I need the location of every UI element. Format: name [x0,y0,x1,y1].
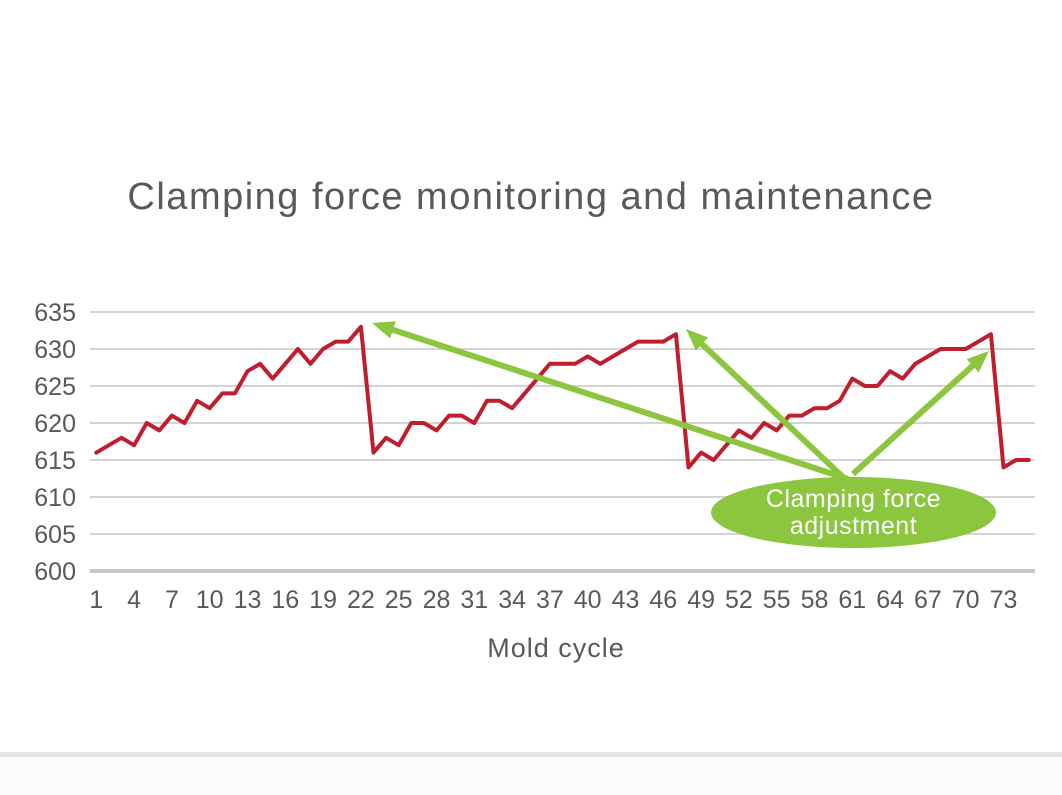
y-tick-label: 620 [34,410,76,438]
x-tick-label: 58 [801,586,829,614]
x-tick-label: 22 [347,586,375,614]
y-tick-label: 605 [34,521,76,549]
x-tick-label: 43 [612,586,640,614]
x-tick-label: 1 [89,586,103,614]
annotation-label-line2: adjustment [789,511,918,540]
x-tick-label: 16 [271,586,299,614]
x-tick-label: 34 [498,586,526,614]
adjustment-arrow [388,325,849,482]
x-tick-label: 61 [838,586,866,614]
x-tick-label: 10 [196,586,224,614]
adjustment-arrow [850,360,978,477]
x-tick-label: 37 [536,586,564,614]
footer-area [0,757,1062,795]
x-tick-label: 31 [460,586,488,614]
adjustment-arrowhead [966,351,989,373]
x-tick-label: 4 [127,586,141,614]
x-tick-label: 73 [990,586,1018,614]
y-tick-label: 615 [34,447,76,475]
adjustment-arrow [697,339,846,480]
x-tick-label: 13 [234,586,262,614]
y-tick-label: 610 [34,484,76,512]
x-axis-title: Mold cycle [487,633,625,663]
x-tick-label: 49 [687,586,715,614]
x-tick-label: 28 [423,586,451,614]
x-tick-label: 40 [574,586,602,614]
y-tick-label: 630 [34,336,76,364]
x-tick-label: 7 [165,586,179,614]
y-tick-label: 625 [34,373,76,401]
x-tick-label: 25 [385,586,413,614]
x-tick-label: 67 [914,586,942,614]
y-tick-label: 600 [34,558,76,586]
x-tick-label: 64 [876,586,904,614]
x-tick-label: 46 [649,586,677,614]
x-tick-label: 55 [763,586,791,614]
clamping-force-line [94,324,1031,470]
y-tick-label: 635 [34,299,76,327]
annotation-ellipse: Clamping force adjustment [711,477,996,548]
chart-title: Clamping force monitoring and maintenanc… [127,176,935,218]
adjustment-arrowhead [372,321,396,339]
x-tick-label: 52 [725,586,753,614]
x-tick-label: 70 [952,586,980,614]
adjustment-arrowhead [686,329,709,351]
x-tick-label: 19 [309,586,337,614]
footer-divider [0,752,1062,757]
annotation-label-line1: Clamping force [765,484,942,513]
